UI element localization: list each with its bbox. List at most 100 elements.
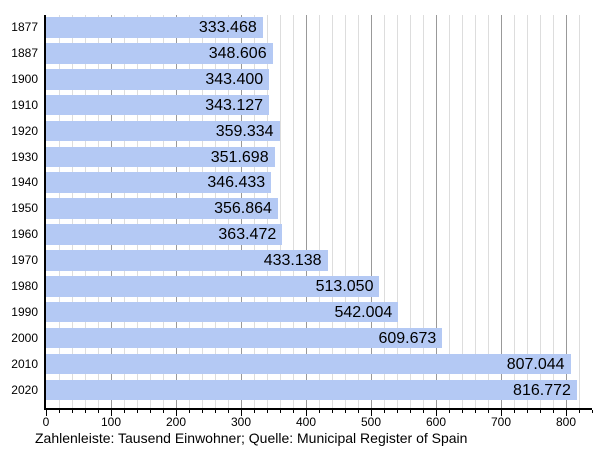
gridline-minor — [332, 15, 333, 408]
gridline-minor — [527, 15, 528, 408]
x-axis-minor-tick — [579, 410, 580, 413]
x-axis-minor-tick — [345, 410, 346, 413]
x-axis-tick-label: 700 — [490, 415, 512, 429]
year-label: 2010 — [11, 356, 38, 371]
x-axis-tick-label: 300 — [230, 415, 252, 429]
x-axis-minor-tick — [254, 410, 255, 413]
x-axis-minor-tick — [189, 410, 190, 413]
gridline-minor — [280, 15, 281, 408]
gridline-minor — [423, 15, 424, 408]
x-axis-minor-tick — [137, 410, 138, 413]
x-axis-minor-tick — [384, 410, 385, 413]
x-axis-minor-tick — [163, 410, 164, 413]
bar — [46, 17, 263, 38]
x-axis-major-tick — [176, 410, 177, 416]
gridline-minor — [475, 15, 476, 408]
gridline-minor — [397, 15, 398, 408]
gridline-minor — [488, 15, 489, 408]
x-axis-major-tick — [46, 410, 47, 416]
bar — [46, 353, 571, 375]
gridline-minor — [553, 15, 554, 408]
x-axis-minor-tick — [397, 410, 398, 413]
x-axis-minor-tick — [150, 410, 151, 413]
bar — [46, 276, 380, 297]
gridline-minor — [384, 15, 385, 408]
gridline-minor — [410, 15, 411, 408]
x-axis-minor-tick — [475, 410, 476, 413]
gridline-minor — [449, 15, 450, 408]
x-axis-minor-tick — [85, 410, 86, 413]
x-axis-minor-tick — [592, 410, 593, 413]
x-axis-minor-tick — [488, 410, 489, 413]
x-axis-minor-tick — [293, 410, 294, 413]
x-axis-minor-tick — [98, 410, 99, 413]
x-axis-minor-tick — [72, 410, 73, 413]
bar-value-label: 346.433 — [207, 174, 266, 192]
bar — [46, 224, 283, 245]
bar-value-label: 343.127 — [205, 96, 264, 114]
bar-value-label: 359.334 — [215, 122, 274, 140]
x-axis-minor-tick — [215, 410, 216, 413]
year-label: 1910 — [11, 97, 38, 112]
bar — [46, 43, 273, 64]
gridline-minor — [345, 15, 346, 408]
bar — [46, 327, 443, 349]
x-axis-tick-label: 0 — [42, 415, 50, 429]
bar — [46, 379, 577, 401]
bar-value-label: 433.138 — [263, 252, 322, 270]
x-axis-major-tick — [241, 410, 242, 416]
x-axis-minor-tick — [514, 410, 515, 413]
year-label: 1887 — [11, 46, 38, 61]
x-axis-major-tick — [501, 410, 502, 416]
bar — [46, 146, 275, 168]
year-label: 1930 — [11, 149, 38, 164]
x-axis-line — [44, 408, 592, 410]
x-axis-minor-tick — [267, 410, 268, 413]
gridline-minor — [293, 15, 294, 408]
gridline-minor — [319, 15, 320, 408]
bar — [46, 172, 272, 194]
year-label: 2020 — [11, 382, 38, 397]
x-axis-minor-tick — [332, 410, 333, 413]
x-axis-major-tick — [371, 410, 372, 416]
x-axis-minor-tick — [527, 410, 528, 413]
x-axis-tick-label: 400 — [295, 415, 317, 429]
x-axis-minor-tick — [202, 410, 203, 413]
y-axis-line — [44, 15, 46, 410]
x-axis-tick-label: 600 — [425, 415, 447, 429]
year-label: 1877 — [11, 20, 38, 35]
x-axis-minor-tick — [228, 410, 229, 413]
bar-value-label: 513.050 — [315, 278, 374, 295]
year-label: 1920 — [11, 123, 38, 138]
x-axis-minor-tick — [462, 410, 463, 413]
x-axis-major-tick — [566, 410, 567, 416]
x-axis-minor-tick — [553, 410, 554, 413]
x-axis-minor-tick — [124, 410, 125, 413]
x-axis-minor-tick — [319, 410, 320, 413]
gridline-major — [371, 15, 372, 408]
bar-value-label: 343.400 — [205, 70, 264, 88]
x-axis-minor-tick — [540, 410, 541, 413]
bar-value-label: 807.044 — [506, 355, 565, 373]
x-axis-tick-label: 800 — [555, 415, 577, 429]
x-axis-minor-tick — [358, 410, 359, 413]
gridline-major — [566, 15, 567, 408]
x-axis-minor-tick — [280, 410, 281, 413]
bar — [46, 301, 399, 323]
year-label: 1990 — [11, 304, 38, 319]
bar-value-label: 351.698 — [210, 148, 269, 166]
x-axis-major-tick — [436, 410, 437, 416]
gridline-minor — [358, 15, 359, 408]
gridline-major — [436, 15, 437, 408]
year-label: 1940 — [11, 175, 38, 190]
gridline-major — [501, 15, 502, 408]
bar-value-label: 363.472 — [218, 226, 277, 244]
bar — [46, 250, 328, 271]
year-label: 1900 — [11, 71, 38, 86]
x-axis-tick-label: 100 — [100, 415, 122, 429]
bar — [46, 120, 280, 142]
bar-value-label: 609.673 — [378, 329, 437, 347]
x-axis-minor-tick — [410, 410, 411, 413]
chart-caption: Zahlenleiste: Tausend Einwohner; Quelle:… — [35, 430, 468, 446]
